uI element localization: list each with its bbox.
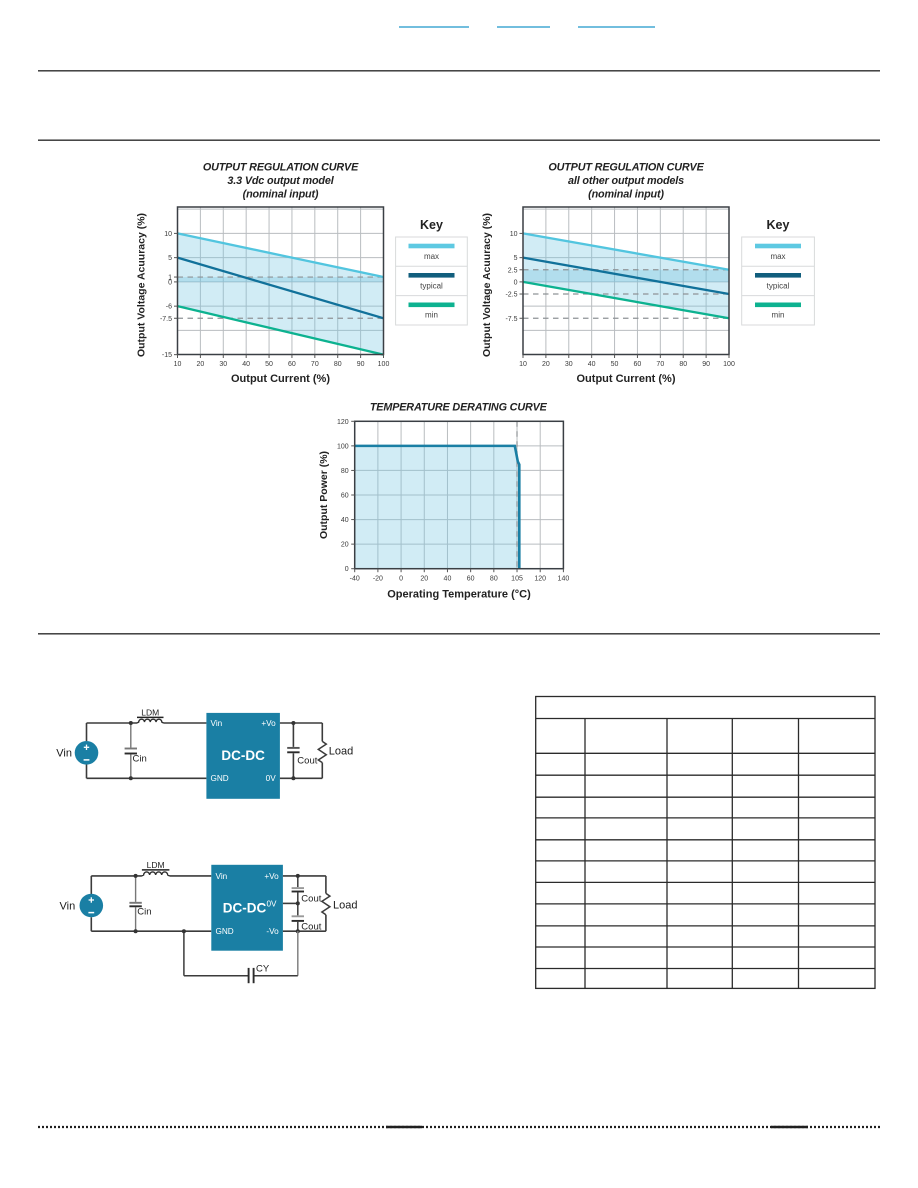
svg-text:-7.5: -7.5: [160, 316, 172, 323]
svg-text:20: 20: [341, 542, 349, 549]
svg-text:80: 80: [490, 575, 498, 582]
svg-text:Vin: Vin: [59, 900, 75, 912]
svg-text:30: 30: [219, 361, 227, 368]
svg-text:100: 100: [378, 361, 390, 368]
svg-text:typical: typical: [420, 281, 443, 290]
svg-text:Vin: Vin: [56, 748, 72, 760]
svg-text:min: min: [772, 311, 785, 320]
svg-text:60: 60: [634, 361, 642, 368]
svg-text:0V: 0V: [266, 900, 277, 909]
svg-text:Cin: Cin: [133, 754, 147, 765]
svg-text:2.5: 2.5: [508, 267, 518, 274]
svg-text:0: 0: [345, 566, 349, 573]
svg-text:Cout: Cout: [301, 922, 321, 933]
svg-text:min: min: [425, 311, 438, 320]
svg-text:20: 20: [196, 361, 204, 368]
svg-text:105: 105: [511, 575, 523, 582]
svg-text:5: 5: [168, 255, 172, 262]
svg-text:0: 0: [399, 575, 403, 582]
svg-text:CY: CY: [256, 963, 270, 974]
svg-text:TEMPERATURE DERATING CURVE: TEMPERATURE DERATING CURVE: [370, 402, 548, 414]
svg-text:40: 40: [444, 575, 452, 582]
svg-text:80: 80: [341, 468, 349, 475]
svg-text:Key: Key: [767, 218, 790, 232]
svg-text:50: 50: [265, 361, 273, 368]
svg-text:10: 10: [510, 231, 518, 238]
svg-text:Load: Load: [329, 746, 353, 758]
svg-text:50: 50: [611, 361, 619, 368]
svg-text:-6: -6: [166, 304, 172, 311]
svg-text:(nominal input): (nominal input): [243, 189, 319, 201]
svg-text:10: 10: [174, 361, 182, 368]
svg-text:Load: Load: [333, 900, 357, 912]
svg-text:90: 90: [702, 361, 710, 368]
svg-text:20: 20: [420, 575, 428, 582]
svg-text:140: 140: [558, 575, 570, 582]
svg-text:GND: GND: [211, 774, 229, 783]
svg-text:120: 120: [337, 419, 349, 426]
svg-text:typical: typical: [767, 281, 790, 290]
svg-text:3.3 Vdc output model: 3.3 Vdc output model: [227, 175, 334, 187]
svg-text:10: 10: [519, 361, 527, 368]
svg-text:Output Current (%): Output Current (%): [231, 373, 330, 385]
svg-text:60: 60: [467, 575, 475, 582]
svg-text:GND: GND: [216, 927, 234, 936]
svg-text:Operating Temperature (°C): Operating Temperature (°C): [387, 589, 531, 601]
svg-text:120: 120: [534, 575, 546, 582]
svg-text:-40: -40: [350, 575, 360, 582]
svg-text:0: 0: [514, 279, 518, 286]
svg-text:Cout: Cout: [301, 893, 321, 904]
svg-text:10: 10: [164, 231, 172, 238]
svg-text:40: 40: [341, 517, 349, 524]
svg-text:+Vo: +Vo: [264, 872, 279, 881]
svg-text:+Vo: +Vo: [261, 719, 276, 728]
svg-text:Vin: Vin: [211, 719, 223, 728]
svg-text:30: 30: [565, 361, 573, 368]
svg-text:Cout: Cout: [297, 755, 317, 766]
svg-text:Cin: Cin: [137, 907, 151, 918]
svg-text:70: 70: [656, 361, 664, 368]
svg-text:40: 40: [242, 361, 250, 368]
svg-text:-15: -15: [162, 352, 172, 359]
svg-text:0: 0: [168, 279, 172, 286]
svg-text:Output Voltage Acuuracy (%): Output Voltage Acuuracy (%): [481, 213, 493, 357]
svg-text:max: max: [424, 252, 439, 261]
svg-text:-2.5: -2.5: [505, 292, 517, 299]
svg-text:(nominal input): (nominal input): [588, 189, 664, 201]
svg-text:Output Voltage Acuuracy (%): Output Voltage Acuuracy (%): [136, 213, 148, 357]
svg-text:60: 60: [288, 361, 296, 368]
svg-text:20: 20: [542, 361, 550, 368]
svg-text:100: 100: [337, 443, 349, 450]
svg-text:1: 1: [168, 275, 172, 282]
svg-text:100: 100: [723, 361, 735, 368]
svg-text:80: 80: [334, 361, 342, 368]
svg-text:DC-DC: DC-DC: [221, 748, 265, 763]
svg-text:OUTPUT REGULATION CURVE: OUTPUT REGULATION CURVE: [203, 162, 359, 174]
svg-text:-Vo: -Vo: [266, 927, 279, 936]
svg-text:Key: Key: [420, 218, 443, 232]
svg-text:0V: 0V: [266, 774, 277, 783]
svg-text:60: 60: [341, 493, 349, 500]
svg-text:OUTPUT REGULATION CURVE: OUTPUT REGULATION CURVE: [548, 162, 704, 174]
svg-text:-7.5: -7.5: [505, 316, 517, 323]
svg-text:LDM: LDM: [147, 860, 165, 870]
svg-text:DC-DC: DC-DC: [223, 901, 267, 916]
svg-text:max: max: [770, 252, 785, 261]
svg-text:90: 90: [357, 361, 365, 368]
svg-text:LDM: LDM: [141, 707, 159, 717]
svg-text:-20: -20: [373, 575, 383, 582]
svg-text:40: 40: [588, 361, 596, 368]
svg-text:Vin: Vin: [216, 872, 228, 881]
svg-text:70: 70: [311, 361, 319, 368]
svg-text:all other output models: all other output models: [568, 175, 684, 187]
svg-text:Output Power (%): Output Power (%): [318, 451, 330, 539]
svg-text:5: 5: [514, 255, 518, 262]
svg-text:Output Current (%): Output Current (%): [577, 373, 676, 385]
svg-text:80: 80: [679, 361, 687, 368]
